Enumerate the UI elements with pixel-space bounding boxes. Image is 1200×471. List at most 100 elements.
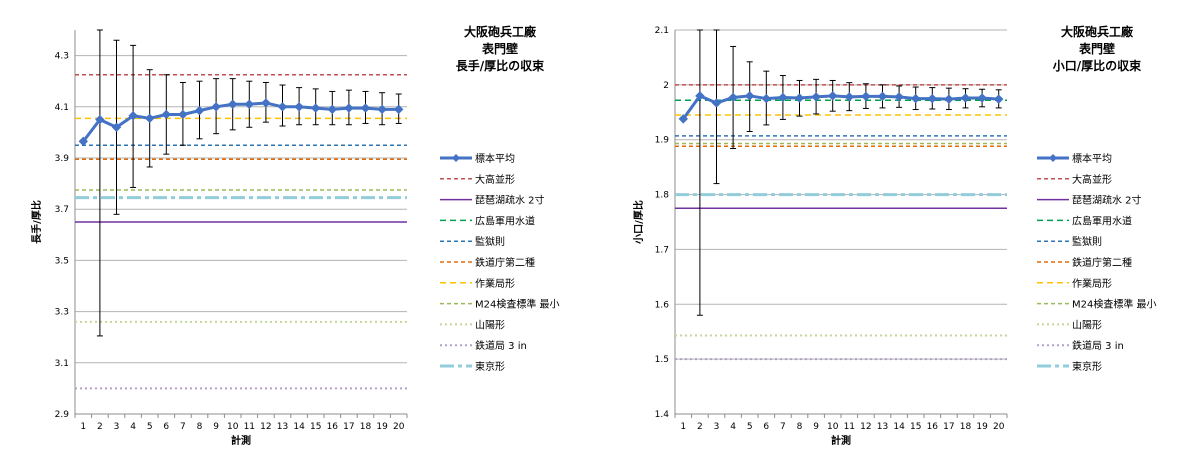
- x-tick-label: 13: [877, 422, 888, 432]
- mean-point: [344, 103, 354, 113]
- x-tick-label: 12: [860, 422, 871, 432]
- y-axis-title: 小口/厚比: [632, 200, 645, 245]
- legend-label: 鉄道局 3 in: [1072, 339, 1124, 352]
- x-tick-label: 5: [147, 422, 153, 432]
- legend-label: 監獄則: [475, 235, 505, 248]
- x-tick-label: 16: [927, 422, 939, 432]
- mean-point: [244, 99, 255, 109]
- legend-label: 大高並形: [1072, 173, 1112, 186]
- x-tick-label: 12: [260, 422, 271, 432]
- error-bars: [96, 29, 402, 337]
- legend-label: 鉄道庁第二種: [475, 256, 535, 269]
- mean-point: [377, 104, 387, 115]
- legend-label: 山陽形: [475, 319, 505, 331]
- x-tick-label: 1: [80, 422, 86, 432]
- x-tick-label: 19: [976, 422, 988, 432]
- mean-point: [910, 93, 921, 104]
- y-tick-label: 1.8: [655, 191, 670, 201]
- y-axis-title: 長手/厚比: [30, 200, 43, 244]
- chart-title-line: 小口/厚比の収束: [1053, 58, 1142, 73]
- mean-point: [794, 93, 805, 103]
- y-tick-label: 1.9: [655, 136, 670, 146]
- mean-point: [977, 93, 987, 103]
- legend-label: 琵琶湖疏水 2寸: [1072, 194, 1142, 207]
- x-tick-label: 9: [813, 422, 819, 432]
- legend-label: 監獄則: [1072, 235, 1102, 248]
- x-tick-label: 10: [227, 422, 239, 432]
- x-tick-label: 14: [893, 422, 905, 432]
- legend-label: 作業局形: [475, 277, 515, 290]
- mean-point: [944, 94, 954, 104]
- x-tick-label: 19: [376, 422, 388, 432]
- mean-point: [711, 98, 722, 108]
- x-tick-label: 4: [730, 422, 736, 432]
- mean-point: [128, 111, 138, 121]
- gridlines: [675, 29, 1007, 415]
- legend-marker: [452, 154, 460, 162]
- x-tick-label: 15: [910, 422, 921, 432]
- mean-point: [144, 113, 155, 124]
- legend-label: M24検査標準 最小: [475, 298, 560, 311]
- x-tick-label: 6: [163, 422, 169, 432]
- mean-point: [993, 94, 1004, 104]
- y-tick-label: 1.5: [655, 355, 669, 365]
- mean-point: [827, 91, 838, 101]
- mean-point: [778, 92, 788, 103]
- x-tick-label: 4: [130, 422, 136, 432]
- mean-point: [927, 93, 938, 104]
- y-tick-label: 3.5: [55, 256, 69, 266]
- legend-label: 鉄道庁第二種: [1072, 256, 1132, 269]
- error-bars: [696, 29, 1002, 316]
- mean-point: [894, 92, 904, 102]
- mean-point: [695, 91, 705, 101]
- x-tick-label: 18: [960, 422, 972, 432]
- mean-point: [877, 91, 888, 102]
- mean-point: [678, 114, 689, 124]
- y-tick-label: 2.9: [55, 410, 70, 420]
- y-tick-label: 3.3: [55, 308, 69, 318]
- mean-point: [178, 109, 188, 120]
- legend-label: 広島軍用水道: [1072, 214, 1132, 227]
- x-tick-label: 20: [993, 422, 1005, 432]
- y-tick-label: 3.7: [55, 205, 69, 215]
- y-tick-label: 1.7: [655, 245, 669, 255]
- x-tick-label: 3: [114, 422, 120, 432]
- mean-point: [277, 102, 288, 112]
- axes: 1.41.51.61.71.81.922.11 2 3 4 5 6 7 8 9 10 11 12 13 1…: [632, 26, 1008, 447]
- x-tick-label: 5: [747, 422, 753, 432]
- mean-point: [761, 93, 772, 104]
- y-tick-label: 2.1: [655, 26, 669, 36]
- x-tick-label: 11: [844, 422, 855, 432]
- x-tick-label: 2: [97, 422, 103, 432]
- legend-marker: [1049, 154, 1057, 162]
- y-tick-label: 4.3: [55, 52, 69, 62]
- legend-label: 大高並形: [475, 173, 515, 186]
- mean-point: [844, 92, 855, 102]
- legend-label: M24検査標準 最小: [1072, 298, 1157, 311]
- mean-point: [294, 102, 304, 112]
- legend-label: 標本平均: [475, 152, 515, 165]
- x-tick-label: 17: [943, 422, 954, 432]
- y-tick-label: 1.6: [655, 300, 670, 310]
- mean-point: [393, 104, 404, 115]
- chart-title-line: 表門壁: [481, 41, 518, 56]
- y-tick-label: 3.1: [55, 359, 69, 369]
- x-axis-title: 計測: [231, 434, 251, 447]
- legend-label: 東京形: [1072, 360, 1102, 373]
- mean-point: [78, 136, 89, 147]
- x-tick-label: 11: [244, 422, 255, 432]
- chart-right-svg: 1.41.51.61.71.81.922.11 2 3 4 5 6 7 8 9 10 11 12 13 1…: [632, 24, 1157, 447]
- reference-lines: [675, 84, 1007, 361]
- mean-point: [960, 93, 971, 103]
- y-tick-label: 4.1: [55, 103, 69, 113]
- x-tick-label: 14: [293, 422, 305, 432]
- x-tick-label: 10: [827, 422, 839, 432]
- gridlines: [75, 55, 407, 415]
- x-tick-label: 6: [763, 422, 769, 432]
- y-tick-label: 2: [663, 81, 669, 91]
- x-tick-label: 18: [360, 422, 372, 432]
- x-tick-label: 8: [197, 422, 203, 432]
- legend-label: 山陽形: [1072, 319, 1102, 331]
